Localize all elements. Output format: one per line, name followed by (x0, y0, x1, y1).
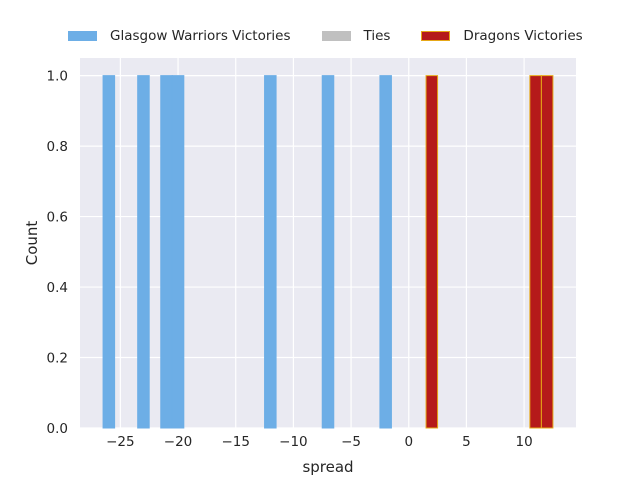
bar (137, 75, 150, 429)
y-tick-label: 1.0 (47, 69, 68, 85)
legend-item-glasgow: Glasgow Warriors Victories (68, 28, 291, 44)
legend-item-ties: Ties (321, 28, 391, 44)
bar (264, 75, 277, 429)
x-tick-label: −10 (279, 434, 308, 450)
legend-swatch-dragons (421, 31, 451, 41)
x-tick-labels: −25 −20 −15 −10 −5 0 5 10 (106, 434, 533, 450)
bars (102, 75, 554, 429)
bar (540, 75, 554, 429)
y-tick-labels: 0.0 0.2 0.4 0.6 0.8 1.0 (47, 69, 68, 437)
legend-label-glasgow: Glasgow Warriors Victories (110, 28, 291, 44)
x-tick-label: −25 (106, 434, 135, 450)
bar (171, 75, 185, 429)
bar (102, 75, 116, 429)
x-tick-label: −20 (164, 434, 193, 450)
bar (425, 75, 439, 429)
x-tick-label: −15 (221, 434, 250, 450)
y-tick-label: 0.0 (47, 421, 68, 437)
x-axis-label: spread (302, 458, 353, 476)
x-tick-label: −5 (341, 434, 361, 450)
legend: Glasgow Warriors Victories Ties Dragons … (68, 25, 583, 47)
x-tick-label: 10 (515, 434, 532, 450)
bar (160, 75, 173, 429)
y-tick-label: 0.4 (47, 280, 68, 296)
x-tick-label: 5 (462, 434, 471, 450)
bar (529, 75, 542, 429)
bar (321, 75, 335, 429)
legend-label-ties: Ties (363, 28, 391, 44)
legend-item-dragons: Dragons Victories (421, 28, 583, 44)
x-tick-label: 0 (404, 434, 413, 450)
legend-swatch-glasgow (68, 31, 97, 41)
legend-swatch-ties (321, 31, 351, 41)
bar (379, 75, 392, 429)
y-tick-label: 0.2 (47, 351, 68, 367)
legend-label-dragons: Dragons Victories (463, 28, 583, 44)
y-axis-label: Count (23, 221, 41, 266)
y-tick-label: 0.6 (47, 210, 68, 226)
y-tick-label: 0.8 (47, 139, 68, 155)
